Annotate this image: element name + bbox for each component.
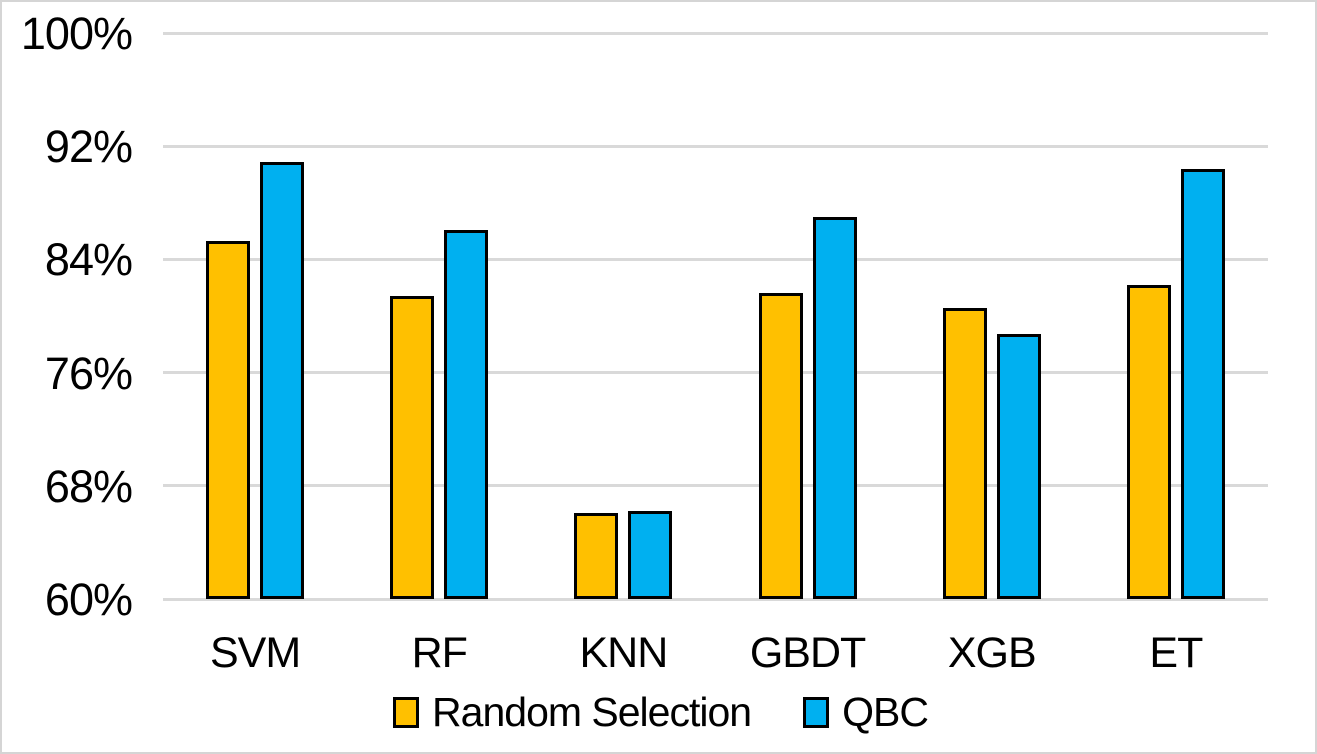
legend-item-random-selection: Random Selection [393,689,752,735]
bar-ET-random-selection [1126,284,1171,599]
gridline-60% [163,597,1268,601]
x-axis-label-SVM: SVM [209,629,301,677]
x-axis-label-GBDT: GBDT [749,629,866,677]
chart-legend: Random Selection QBC [2,689,1315,735]
bar-SVM-random-selection [206,241,251,599]
bar-RF-random-selection [390,296,435,599]
x-axis-label-KNN: KNN [579,629,669,677]
bar-XGB-qbc [996,334,1041,599]
bar-ET-qbc [1180,168,1225,599]
legend-swatch-icon [803,697,830,728]
bar-XGB-random-selection [942,307,987,599]
bar-RF-qbc [444,229,489,599]
gridline-76% [163,371,1268,375]
x-axis-label-RF: RF [411,629,468,677]
y-axis-tick-label: 92% [44,121,133,173]
legend-label: QBC [842,689,929,735]
legend-swatch-icon [393,697,420,728]
bar-GBDT-qbc [812,216,857,599]
legend-label: Random Selection [432,689,752,735]
gridline-84% [163,257,1268,261]
x-axis-label-ET: ET [1149,629,1203,677]
gridline-68% [163,484,1268,488]
gridline-100% [163,31,1268,35]
y-axis-tick-label: 100% [20,8,133,59]
bar-GBDT-random-selection [758,293,803,599]
y-axis-tick-label: 76% [44,347,133,399]
bar-KNN-random-selection [574,512,619,599]
y-axis-tick-label: 60% [44,574,133,625]
y-axis-tick-label: 84% [44,234,133,286]
y-axis-tick-label: 68% [44,460,133,512]
legend-item-qbc: QBC [803,689,929,735]
bar-SVM-qbc [260,161,305,599]
gridline-92% [163,144,1268,148]
bar-KNN-qbc [628,511,673,599]
x-axis-label-XGB: XGB [947,629,1037,677]
